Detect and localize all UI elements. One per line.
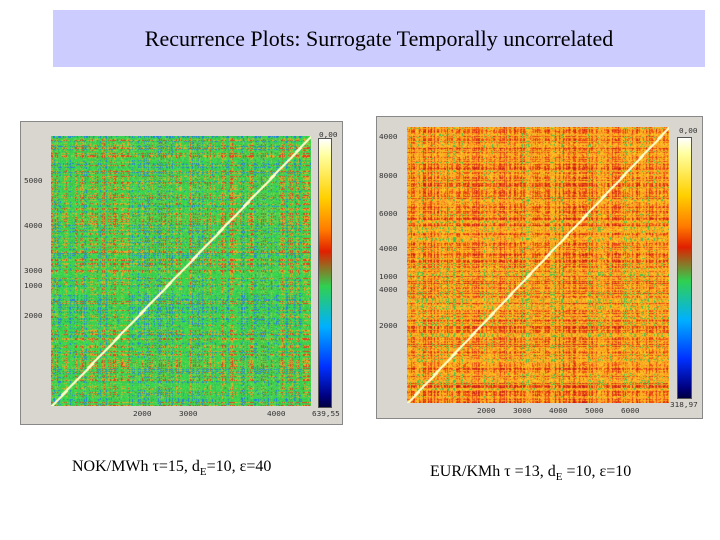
colorbar — [318, 138, 332, 408]
y-tick-label: 4000 — [379, 245, 398, 253]
tau-symbol: τ — [152, 458, 159, 475]
caption-text: =13, d — [510, 463, 556, 480]
x-tick-label: 2000 — [477, 407, 496, 415]
colorbar-min-label: 318,97 — [670, 401, 698, 409]
slide-title: Recurrence Plots: Surrogate Temporally u… — [144, 25, 614, 51]
y-tick-label: 1000 — [24, 282, 43, 290]
colorbar — [677, 137, 692, 399]
epsilon-symbol: ε — [599, 463, 607, 480]
recurrence-plot-nok: 5000 4000 3000 1000 2000 2000 3000 4000 … — [20, 121, 343, 425]
recurrence-matrix-nok — [51, 136, 311, 406]
caption-currency: EUR/KMh — [430, 463, 505, 480]
caption-text: =10, — [206, 458, 240, 475]
y-tick-label: 4000 — [379, 133, 398, 141]
y-tick-label: 1000 — [379, 273, 398, 281]
dimension-subscript: E — [199, 466, 207, 479]
y-tick-label: 4000 — [24, 222, 43, 230]
x-tick-label: 4000 — [267, 410, 286, 418]
x-tick-label: 3000 — [179, 410, 198, 418]
colorbar-max-label: 0,00 — [679, 127, 698, 135]
title-bar: Recurrence Plots: Surrogate Temporally u… — [53, 10, 705, 67]
x-tick-label: 6000 — [621, 407, 640, 415]
x-tick-label: 5000 — [585, 407, 604, 415]
caption-text: =10, — [562, 463, 600, 480]
y-tick-label: 6000 — [379, 210, 398, 218]
caption-left: NOK/MWh τ=15, dE=10, ε=40 — [72, 458, 271, 478]
y-tick-label: 8000 — [379, 172, 398, 180]
x-tick-label: 3000 — [513, 407, 532, 415]
x-tick-label: 2000 — [133, 410, 152, 418]
caption-text: =15, d — [158, 458, 200, 475]
y-tick-label: 5000 — [24, 177, 43, 185]
caption-text: =10 — [606, 463, 632, 480]
y-tick-label: 2000 — [379, 322, 398, 330]
colorbar-min-label: 639,55 — [312, 410, 340, 418]
y-tick-label: 3000 — [24, 267, 43, 275]
x-tick-label: 4000 — [549, 407, 568, 415]
dimension-subscript: E — [555, 471, 563, 484]
epsilon-symbol: ε — [239, 458, 247, 475]
caption-right: EUR/KMh τ =13, dE =10, ε=10 — [430, 463, 631, 483]
tau-symbol: τ — [504, 463, 511, 480]
caption-currency: NOK/MWh — [72, 458, 153, 475]
caption-text: =40 — [246, 458, 272, 475]
y-tick-label: 2000 — [24, 312, 43, 320]
recurrence-matrix-eur — [407, 127, 669, 403]
y-tick-label: 4000 — [379, 286, 398, 294]
recurrence-plot-eur: 4000 8000 6000 4000 1000 4000 2000 2000 … — [376, 116, 703, 419]
colorbar-max-label: 0,00 — [319, 131, 338, 139]
